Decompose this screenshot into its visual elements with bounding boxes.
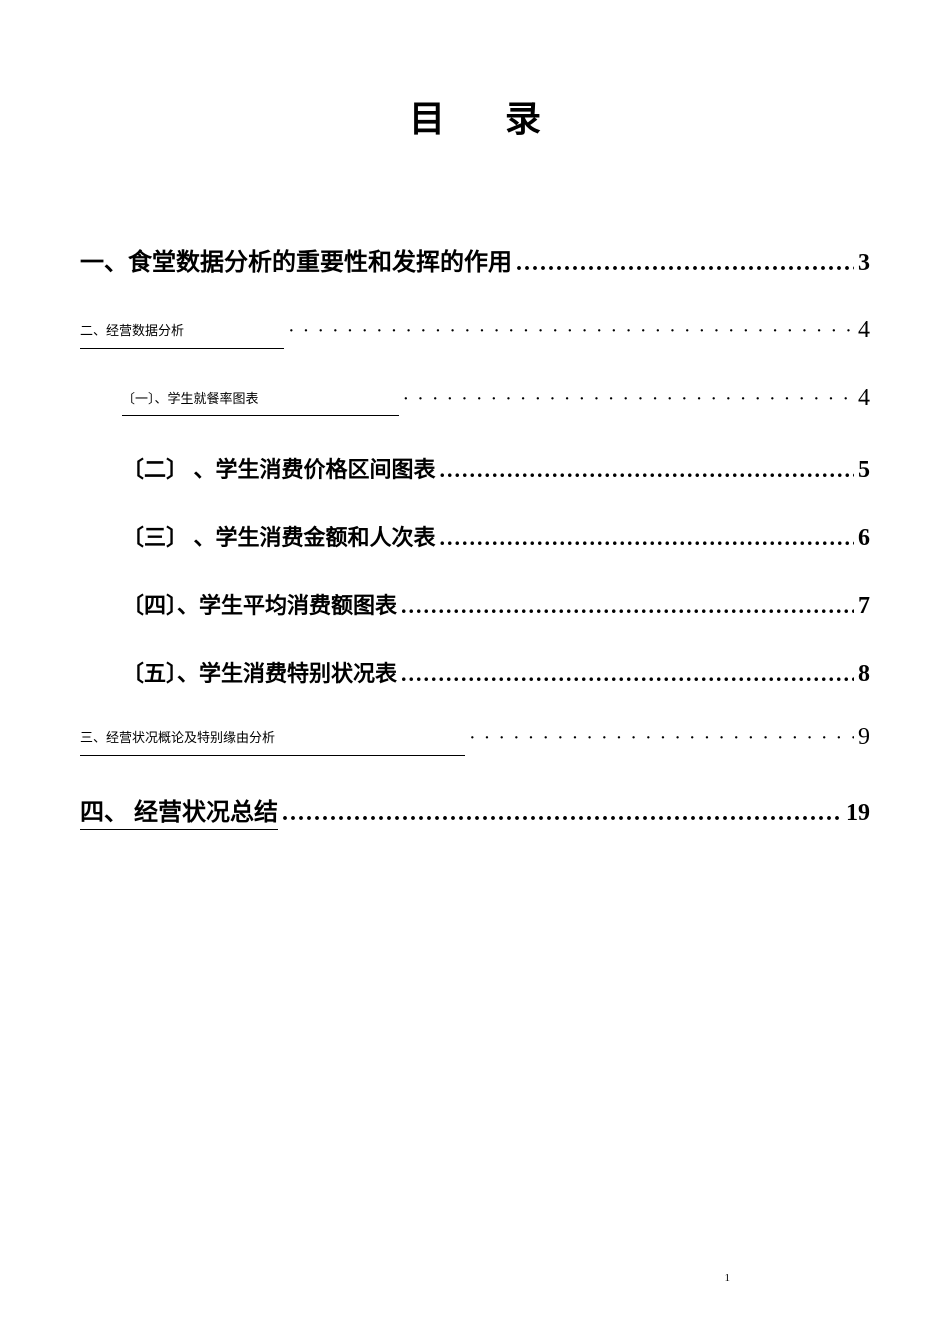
toc-label: 四、 经营状况总结 <box>80 792 278 830</box>
toc-page-number: 5 <box>858 457 870 484</box>
page-number: 1 <box>725 1272 731 1284</box>
toc-page-number: 8 <box>858 661 870 688</box>
toc-entry: 四、 经营状况总结...............................… <box>80 792 870 830</box>
toc-page-number: 4 <box>858 385 870 412</box>
toc-page-number: 6 <box>858 525 870 552</box>
toc-leader-dots: ········································… <box>288 320 854 343</box>
toc-label: 〔三〕 、学生消费金额和人次表 <box>122 520 436 552</box>
toc-leader-dots: ........................................… <box>282 800 842 827</box>
toc-entry: 二、经营数据分析································… <box>80 317 870 349</box>
toc-entry: 〔四〕、学生平均消费额图表...........................… <box>80 588 870 620</box>
toc-label: 〔一〕、学生就餐率图表 <box>122 385 399 417</box>
toc-entry: 一、食堂数据分析的重要性和发挥的作用......................… <box>80 242 870 277</box>
toc-leader-dots: ........................................… <box>401 661 854 687</box>
toc-label: 一、食堂数据分析的重要性和发挥的作用 <box>80 242 512 277</box>
toc-label: 三、经营状况概论及特别缘由分析 <box>80 724 465 756</box>
toc-leader-dots: ········································… <box>403 388 854 411</box>
toc-label: 二、经营数据分析 <box>80 317 284 349</box>
toc-leader-dots: ········································… <box>469 727 854 750</box>
toc-entry: 〔二〕 、学生消费价格区间图表.........................… <box>80 452 870 484</box>
toc-page-number: 9 <box>858 724 870 751</box>
toc-leader-dots: ........................................… <box>516 250 854 277</box>
toc-leader-dots: ........................................… <box>401 593 854 619</box>
document-title: 目录 <box>80 90 870 142</box>
toc-entry: 〔五〕、学生消费特别状况表...........................… <box>80 656 870 688</box>
toc-entry: 〔三〕 、学生消费金额和人次表.........................… <box>80 520 870 552</box>
toc-label: 〔四〕、学生平均消费额图表 <box>122 588 397 620</box>
toc-page-number: 3 <box>858 250 870 277</box>
toc-leader-dots: ........................................… <box>440 525 854 551</box>
toc-label: 〔五〕、学生消费特别状况表 <box>122 656 397 688</box>
toc-page-number: 7 <box>858 593 870 620</box>
table-of-contents: 一、食堂数据分析的重要性和发挥的作用......................… <box>80 242 870 830</box>
toc-label: 〔二〕 、学生消费价格区间图表 <box>122 452 436 484</box>
toc-page-number: 19 <box>846 800 870 827</box>
toc-entry: 三、经营状况概论及特别缘由分析·························… <box>80 724 870 756</box>
toc-entry: 〔一〕、学生就餐率图表·····························… <box>80 385 870 417</box>
toc-leader-dots: ........................................… <box>440 457 854 483</box>
toc-page-number: 4 <box>858 317 870 344</box>
